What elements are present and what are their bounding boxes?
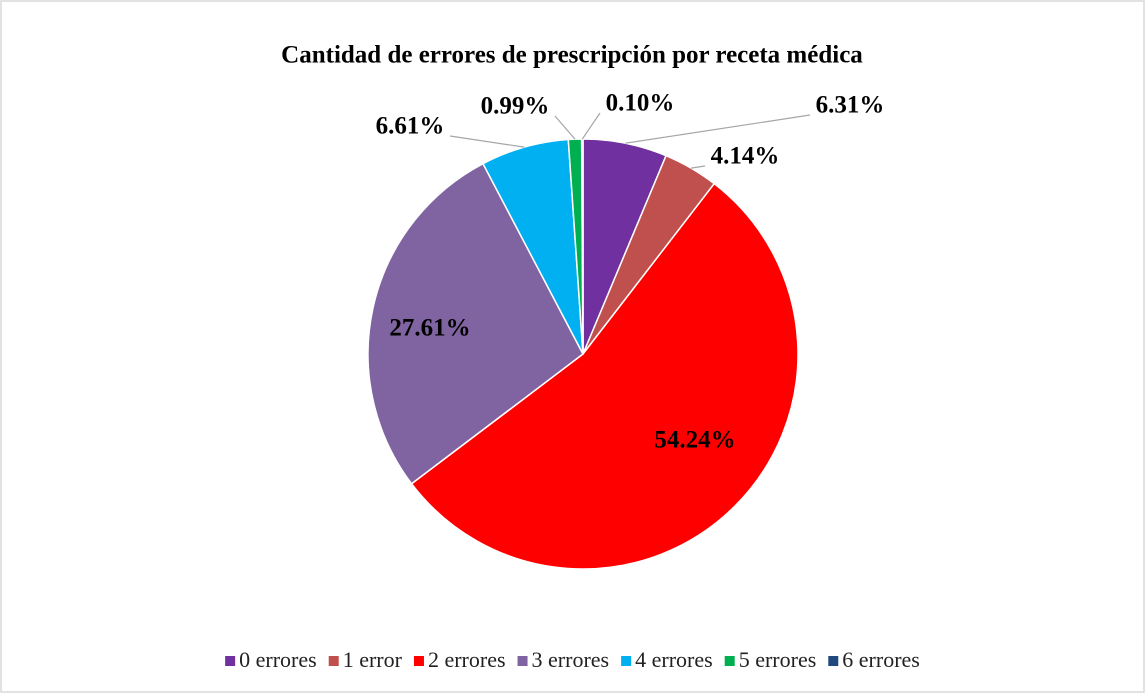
legend-label: 3 errores	[532, 647, 610, 672]
data-label: 54.24%	[654, 427, 735, 454]
leader-line	[581, 112, 601, 140]
pie-slice	[410, 182, 799, 570]
data-label: 0.10%	[606, 90, 675, 117]
leader-line	[554, 115, 576, 140]
legend-swatch	[328, 656, 339, 666]
legend-swatch	[413, 656, 424, 666]
legend-swatch	[225, 656, 236, 666]
leader-line	[625, 114, 811, 144]
data-label: 0.99%	[481, 93, 550, 120]
legend-label: 0 errores	[239, 647, 317, 672]
legend-swatch	[724, 656, 735, 666]
legend-label: 4 errores	[635, 647, 713, 672]
legend-swatch	[517, 656, 528, 666]
legend-label: 1 error	[343, 647, 403, 672]
legend-label: 2 errores	[428, 647, 506, 672]
leader-line	[449, 135, 525, 148]
chart-title: Cantidad de errores de prescripción por …	[281, 42, 863, 69]
legend-label: 5 errores	[739, 647, 817, 672]
legend-swatch	[828, 656, 839, 666]
pie-slice	[367, 162, 584, 485]
data-label: 4.14%	[711, 143, 780, 170]
data-label: 6.61%	[376, 113, 445, 140]
leader-line	[690, 165, 706, 169]
legend-swatch	[621, 656, 632, 666]
legend-label: 6 errores	[842, 647, 920, 672]
data-label: 27.61%	[389, 315, 470, 342]
data-label: 6.31%	[816, 92, 885, 119]
